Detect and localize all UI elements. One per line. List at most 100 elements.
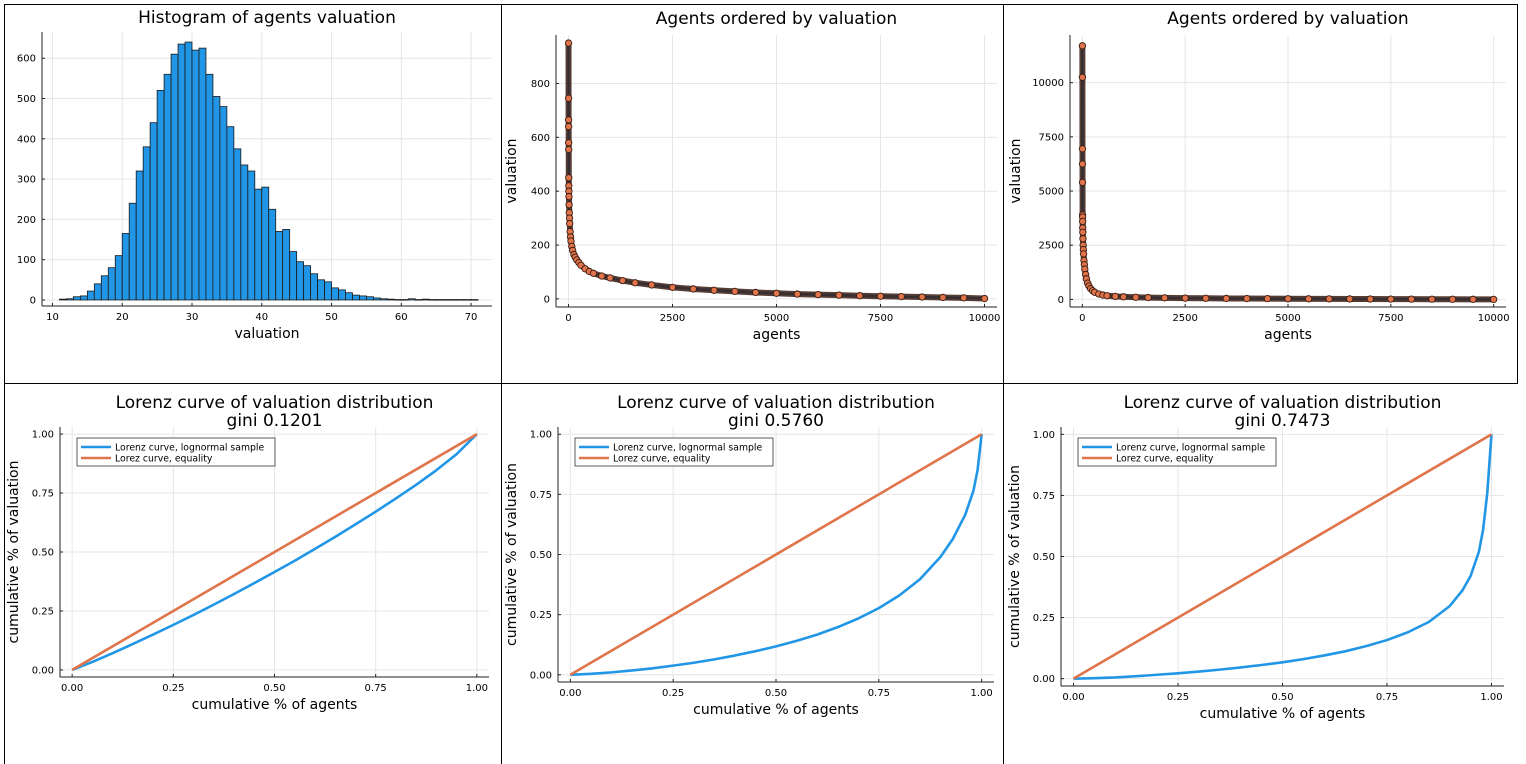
tick-labels: 0.00 0.25 0.50 0.75 1.00 0.00 0.25 0.50 0.75 1.00 bbox=[32, 430, 488, 694]
grid-lines bbox=[556, 35, 997, 307]
chart-title: Agents ordered by valuation bbox=[1167, 9, 1408, 29]
histogram-bar bbox=[428, 299, 437, 301]
y-tick-label: 100 bbox=[17, 255, 36, 266]
x-tick-label: 60 bbox=[395, 312, 408, 323]
histogram-bar bbox=[205, 73, 214, 301]
histogram-bar bbox=[470, 299, 479, 301]
valuation-point bbox=[835, 291, 843, 299]
valuation-point bbox=[1490, 295, 1498, 304]
legend-label: Lorenz curve, lognormal sample bbox=[115, 443, 265, 454]
valuation-point bbox=[1202, 294, 1210, 302]
x-tick-label: 30 bbox=[186, 312, 199, 323]
chart-subtitle: gini 0.5760 bbox=[728, 411, 824, 431]
valuation-point bbox=[566, 219, 574, 228]
x-axis-label: valuation bbox=[234, 326, 299, 342]
histogram-bar bbox=[86, 290, 95, 301]
x-tick-label: 10 bbox=[46, 312, 59, 323]
valuation-point bbox=[1078, 145, 1087, 153]
chart-subtitle: gini 0.7473 bbox=[1235, 411, 1331, 431]
histogram-bar bbox=[296, 261, 305, 301]
y-tick-label: 200 bbox=[17, 215, 36, 226]
x-tick-label: 0.00 bbox=[61, 683, 83, 694]
valuation-point bbox=[1119, 293, 1128, 301]
y-axis-label: valuation bbox=[504, 138, 520, 203]
valuation-point bbox=[772, 289, 781, 297]
valuation-point bbox=[1448, 295, 1457, 303]
ordered-valuation-chart-2: 0 2500 5000 7500 10000 0 2500 5000 7500 10000 Agen… bbox=[1008, 9, 1510, 343]
y-tick-label: 0 bbox=[30, 295, 36, 306]
y-tick-label: 0 bbox=[1058, 295, 1064, 306]
histogram-bar bbox=[128, 202, 137, 301]
histogram-bar bbox=[226, 126, 235, 301]
x-tick-label: 5000 bbox=[764, 313, 789, 324]
x-tick-label: 1.00 bbox=[466, 683, 488, 694]
ordered-valuation-chart-1: 0 2500 5000 7500 10000 0 200 400 600 800 Agents or… bbox=[504, 9, 1000, 343]
chart-title: Lorenz curve of valuation distribution bbox=[617, 393, 935, 413]
valuation-point bbox=[1078, 42, 1087, 50]
equality-line bbox=[569, 433, 983, 676]
legend-box bbox=[1077, 437, 1277, 467]
histogram-bar bbox=[393, 299, 402, 301]
y-tick-label: 0.50 bbox=[530, 550, 552, 561]
y-tick-label: 800 bbox=[531, 79, 550, 90]
y-axis-label: cumulative % of valuation bbox=[6, 461, 22, 644]
valuation-point bbox=[564, 39, 573, 47]
y-tick-label: 5000 bbox=[1039, 187, 1064, 198]
histogram-bar bbox=[93, 283, 102, 301]
histogram-bars bbox=[59, 41, 479, 301]
histogram-bar bbox=[442, 299, 451, 301]
y-tick-label: 7500 bbox=[1039, 132, 1064, 143]
chart-title: Lorenz curve of valuation distribution bbox=[116, 393, 434, 413]
y-tick-label: 10000 bbox=[1032, 78, 1064, 89]
valuation-point bbox=[565, 192, 573, 201]
histogram-bar bbox=[463, 299, 472, 301]
x-axis-label: cumulative % of agents bbox=[693, 702, 859, 718]
histogram-bar bbox=[435, 299, 444, 301]
x-tick-label: 7500 bbox=[1378, 313, 1403, 324]
x-axis-label: agents bbox=[753, 327, 801, 343]
legend-box bbox=[574, 437, 774, 467]
y-tick-label: 0.75 bbox=[1033, 491, 1055, 502]
equality-line bbox=[71, 432, 478, 672]
valuation-point bbox=[648, 281, 656, 289]
y-tick-label: 0.00 bbox=[32, 665, 54, 676]
valuation-point bbox=[1284, 295, 1292, 303]
lorenz-curve-line bbox=[570, 434, 983, 677]
legend-box bbox=[76, 437, 276, 467]
valuation-point bbox=[960, 294, 968, 302]
histogram-bar bbox=[219, 106, 228, 301]
legend-label: Lorez curve, equality bbox=[613, 454, 711, 465]
histogram-bar bbox=[100, 275, 109, 301]
histogram-bar bbox=[317, 279, 325, 301]
histogram-bar bbox=[240, 164, 249, 301]
histogram-bar bbox=[372, 297, 381, 301]
valuation-point bbox=[1346, 295, 1354, 303]
histogram-bar bbox=[352, 294, 360, 301]
x-axis-label: cumulative % of agents bbox=[1200, 706, 1366, 722]
histogram-bar bbox=[233, 148, 242, 301]
histogram-bar bbox=[163, 73, 172, 301]
histogram-bar bbox=[359, 295, 367, 301]
histogram-bar bbox=[414, 299, 423, 301]
x-tick-label: 2500 bbox=[1172, 313, 1197, 324]
y-axis-label: cumulative % of valuation bbox=[1007, 465, 1023, 648]
valuation-point bbox=[1387, 295, 1395, 303]
cell-border bbox=[4, 383, 1518, 384]
y-axis-label: cumulative % of valuation bbox=[504, 463, 520, 646]
histogram-bar bbox=[142, 146, 151, 301]
valuation-point bbox=[1144, 293, 1152, 302]
histogram-bar bbox=[449, 299, 458, 301]
valuation-point bbox=[1078, 178, 1087, 187]
x-tick-label: 1.00 bbox=[1480, 692, 1502, 703]
y-tick-label: 0.25 bbox=[530, 610, 552, 621]
x-tick-label: 1.00 bbox=[971, 688, 993, 699]
valuation-point bbox=[1111, 292, 1119, 301]
valuation-point bbox=[565, 145, 573, 154]
y-axis-label: valuation bbox=[1008, 138, 1024, 203]
valuation-point bbox=[710, 286, 718, 294]
valuation-points bbox=[564, 39, 989, 303]
tick-labels: 0 2500 5000 7500 10000 0 2500 5000 7500 10000 bbox=[1032, 78, 1509, 324]
x-tick-label: 40 bbox=[255, 312, 268, 323]
cell-border bbox=[501, 4, 502, 764]
